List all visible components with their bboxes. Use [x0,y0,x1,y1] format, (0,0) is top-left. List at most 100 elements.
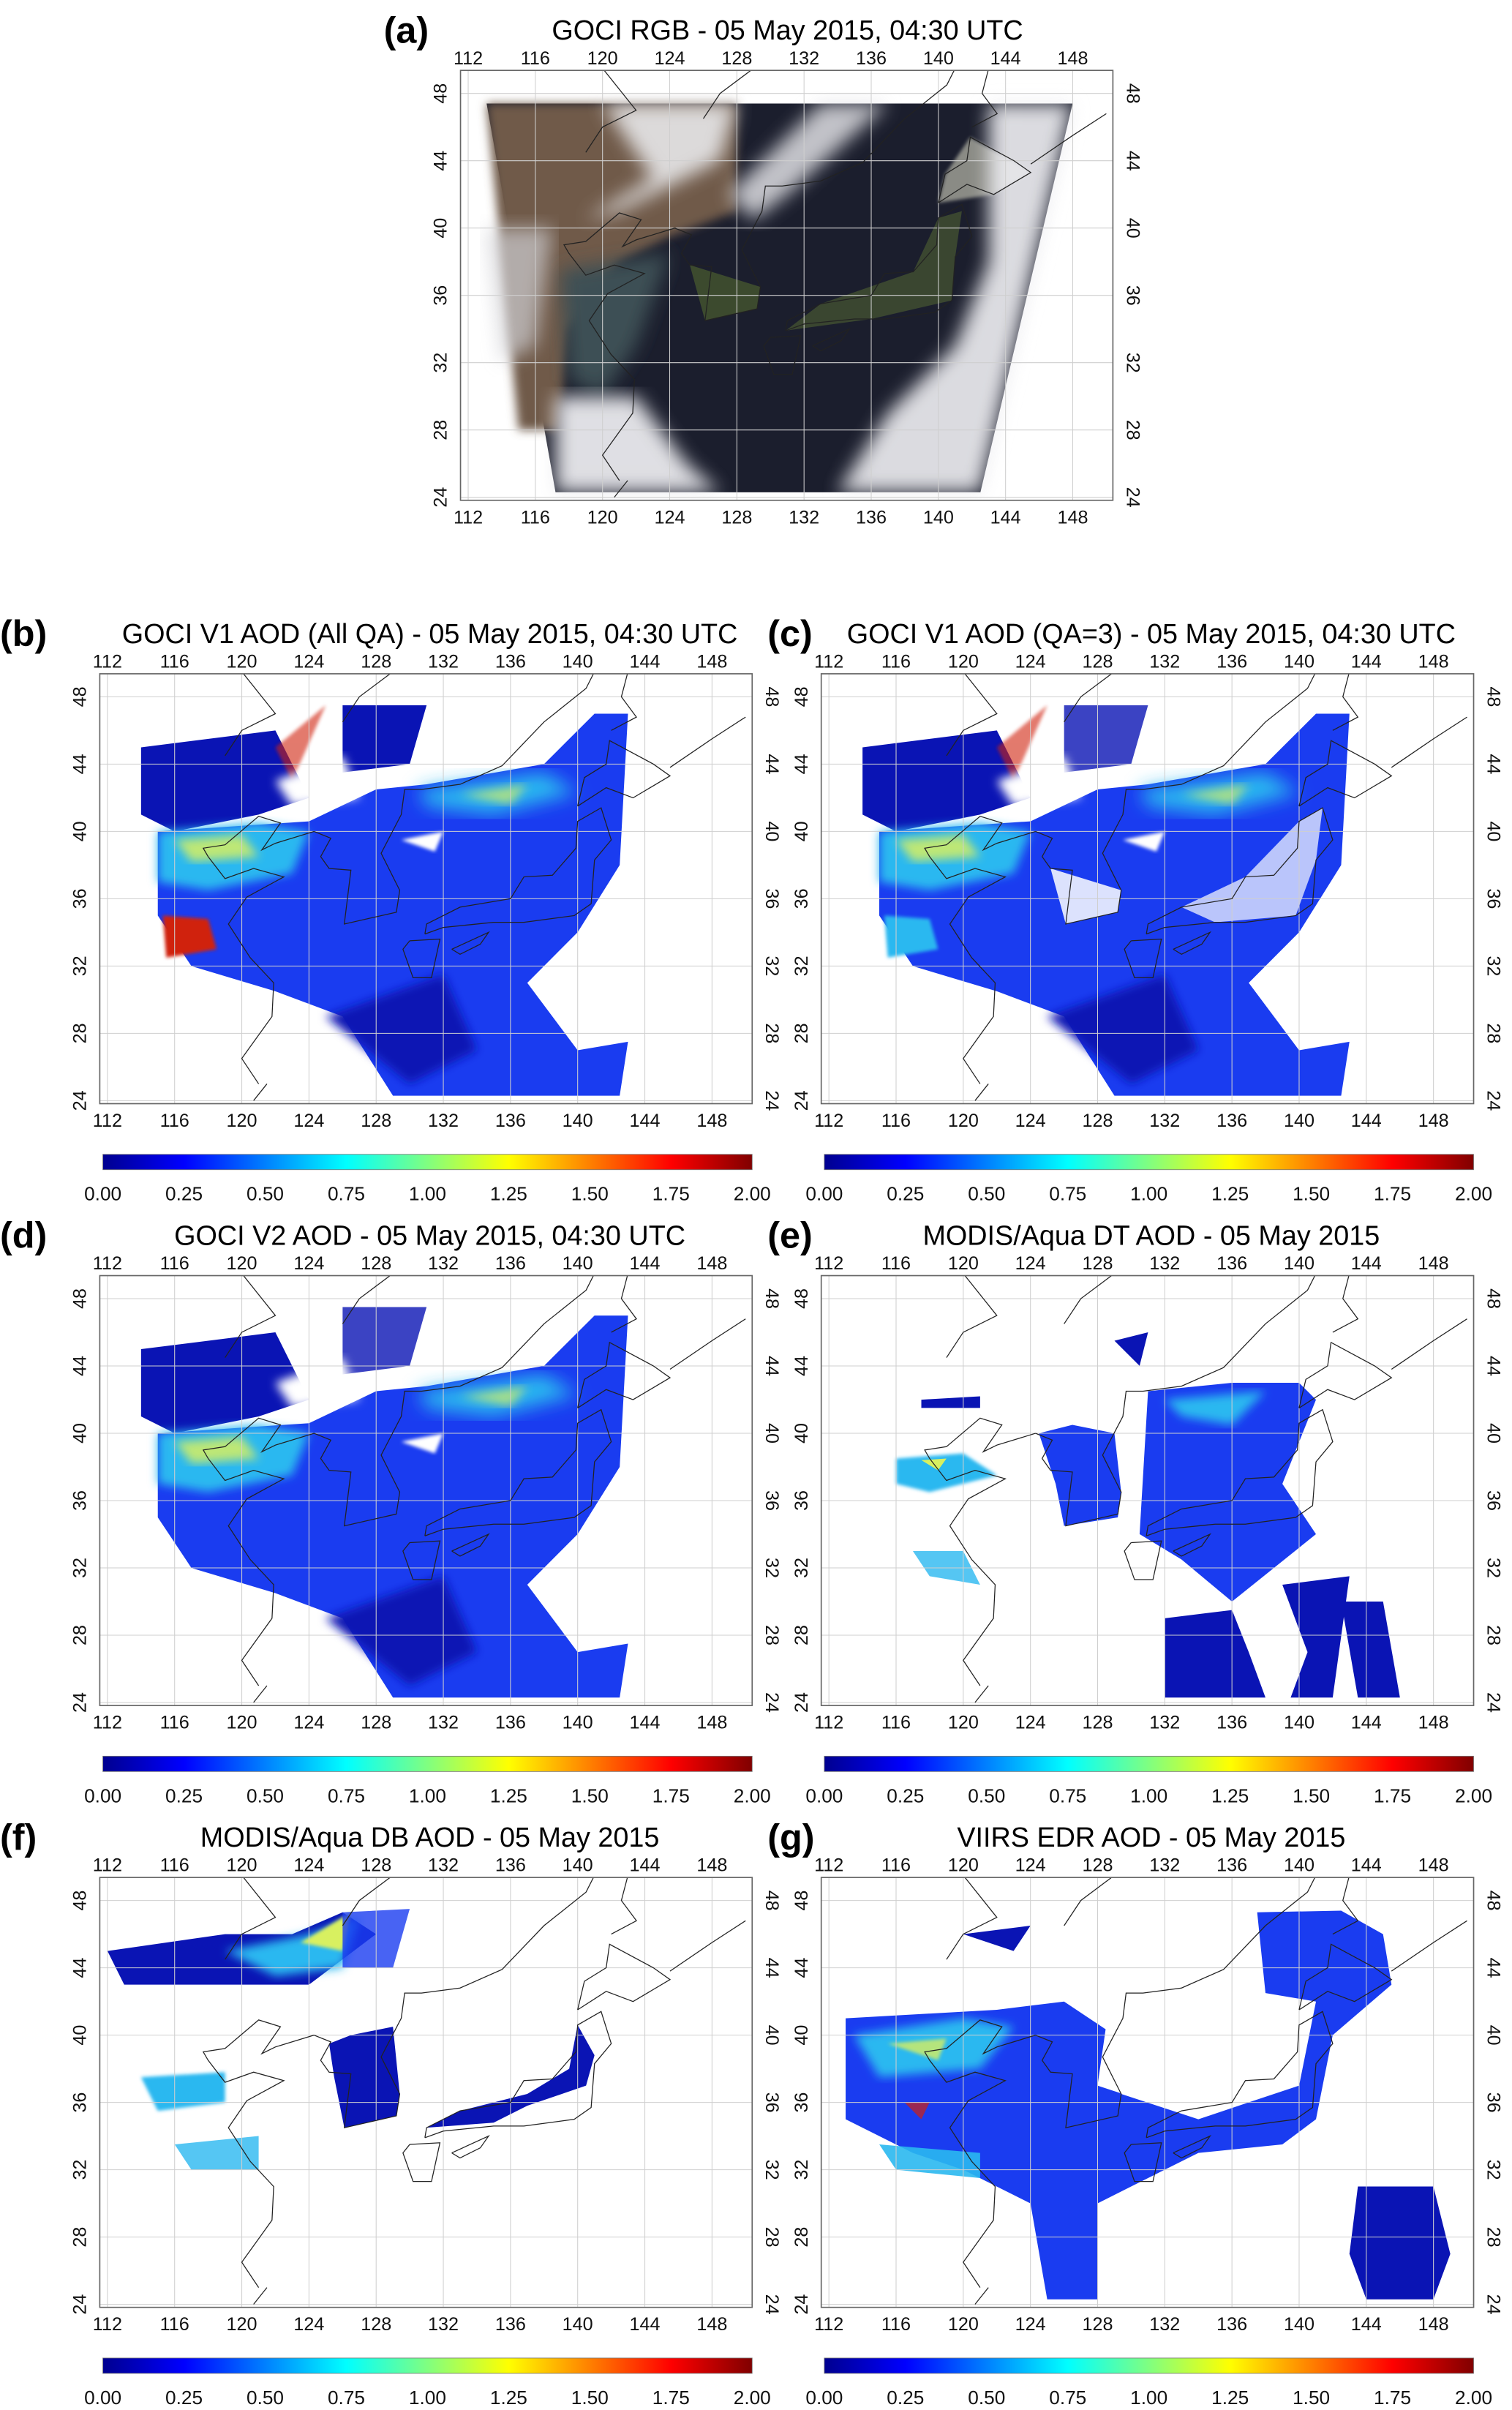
coastline [577,1341,672,1408]
coastline [763,335,802,375]
lat-tick-right: 24 [761,1090,782,1111]
colorbar-tick: 0.25 [165,1784,203,1806]
lon-tick-bottom: 120 [948,1111,979,1131]
colorbar-tick: 1.75 [652,1784,690,1806]
colorbar-tick: 0.50 [968,1784,1005,1806]
lon-tick-top: 132 [428,1855,459,1876]
lon-tick-top: 140 [563,652,593,672]
data-region [342,1307,427,1375]
data-region [846,1910,1392,2300]
colorbar-tick: 1.25 [1211,2387,1249,2409]
lat-tick-right: 40 [761,821,782,841]
lon-tick-top: 140 [923,48,954,69]
lon-tick-top: 116 [160,1855,189,1876]
colorbar-tick: 2.00 [1455,2387,1492,2409]
panel-title: MODIS/Aqua DT AOD - 05 May 2015 [922,1221,1380,1252]
coastline [611,1877,637,1935]
lon-tick-bottom: 124 [1015,2314,1046,2335]
data-region [904,2102,930,2120]
colorbar [102,2357,753,2374]
data-region [921,1396,980,1408]
data-region [1064,705,1148,773]
lat-tick-left: 44 [70,1958,91,1978]
data-region [140,730,309,832]
lon-tick-top: 140 [563,1253,593,1274]
lon-tick-bottom: 116 [521,507,550,528]
colorbar-tick: 1.25 [490,1183,527,1205]
lat-tick-left: 24 [70,1090,91,1111]
data-region [1181,808,1323,923]
lon-tick-bottom: 132 [1149,1111,1180,1131]
colorbar-tick: 1.00 [409,1183,446,1205]
lon-tick-top: 140 [1284,1855,1314,1876]
lon-tick-top: 144 [630,652,661,672]
lat-tick-right: 48 [1483,1891,1503,1911]
coastline [938,136,1032,203]
data-region [1349,2186,1451,2300]
coastline [1035,1275,1316,1527]
data-region [326,974,477,1084]
data-region [342,705,427,773]
lat-tick-right: 44 [761,1958,782,1978]
colorbar-tick: 1.50 [571,1183,609,1205]
lat-tick-right: 44 [1483,754,1503,774]
lon-tick-bottom: 128 [1082,1713,1113,1733]
lat-tick-left: 24 [791,1692,812,1713]
lat-tick-left: 32 [791,956,812,976]
coastline [424,807,612,935]
lon-tick-top: 120 [948,1855,979,1876]
data-region [174,1436,259,1464]
colorbar-tick: 0.00 [805,1183,843,1205]
data-region [1123,831,1165,852]
lon-tick-top: 128 [1082,1855,1113,1876]
lon-tick-bottom: 128 [1082,1111,1113,1131]
data-region [401,1433,444,1454]
colorbar [824,1154,1474,1171]
lon-tick-top: 132 [428,652,459,672]
coastline [1173,2134,1212,2159]
coastline [1298,1341,1393,1408]
coastline [563,212,675,481]
panel-a: 112 112 116 116 120 120 124 124 128 128 132 132 136 1… [384,9,1143,528]
lon-tick-top: 120 [227,1253,257,1274]
map-frame [820,1275,1475,1706]
coastline [577,1943,672,2011]
lon-tick-bottom: 124 [1015,1111,1046,1131]
coastline [1173,931,1212,956]
data-region [300,1912,351,1951]
map-frame [459,70,1114,501]
lon-tick-bottom: 128 [361,2314,391,2335]
lon-tick-top: 144 [990,48,1021,69]
coastline [1064,673,1113,723]
lat-tick-left: 48 [791,1891,812,1911]
lon-tick-top: 120 [587,48,618,69]
coastline [669,716,746,768]
lon-tick-bottom: 132 [1149,1713,1180,1733]
colorbar-tick: 1.25 [490,2387,527,2409]
coastline [253,2287,268,2305]
lon-tick-top: 116 [881,1253,911,1274]
data-region [996,705,1048,781]
lat-tick-right: 48 [1483,1288,1503,1309]
lat-tick-right: 32 [761,1558,782,1578]
coastline [924,2019,1036,2288]
lon-tick-top: 112 [93,1253,122,1274]
lon-tick-bottom: 112 [93,1111,122,1131]
lat-tick-right: 48 [1122,83,1143,104]
lon-tick-bottom: 132 [428,1713,459,1733]
lon-tick-top: 128 [361,1253,391,1274]
lat-tick-left: 48 [791,686,812,707]
lon-tick-top: 124 [1015,1253,1046,1274]
lon-tick-bottom: 124 [293,1111,324,1131]
colorbar-tick: 1.50 [1293,1784,1330,1806]
lon-tick-top: 124 [1015,1855,1046,1876]
lon-tick-bottom: 124 [293,2314,324,2335]
coastline [402,938,441,979]
lat-tick-left: 40 [70,821,91,841]
lon-tick-top: 132 [1149,1855,1180,1876]
coastline [974,2287,989,2305]
panel-title: MODIS/Aqua DB AOD - 05 May 2015 [200,1822,660,1853]
map-a [460,70,1113,500]
lat-tick-left: 36 [70,1490,91,1511]
data-region [838,103,1073,492]
